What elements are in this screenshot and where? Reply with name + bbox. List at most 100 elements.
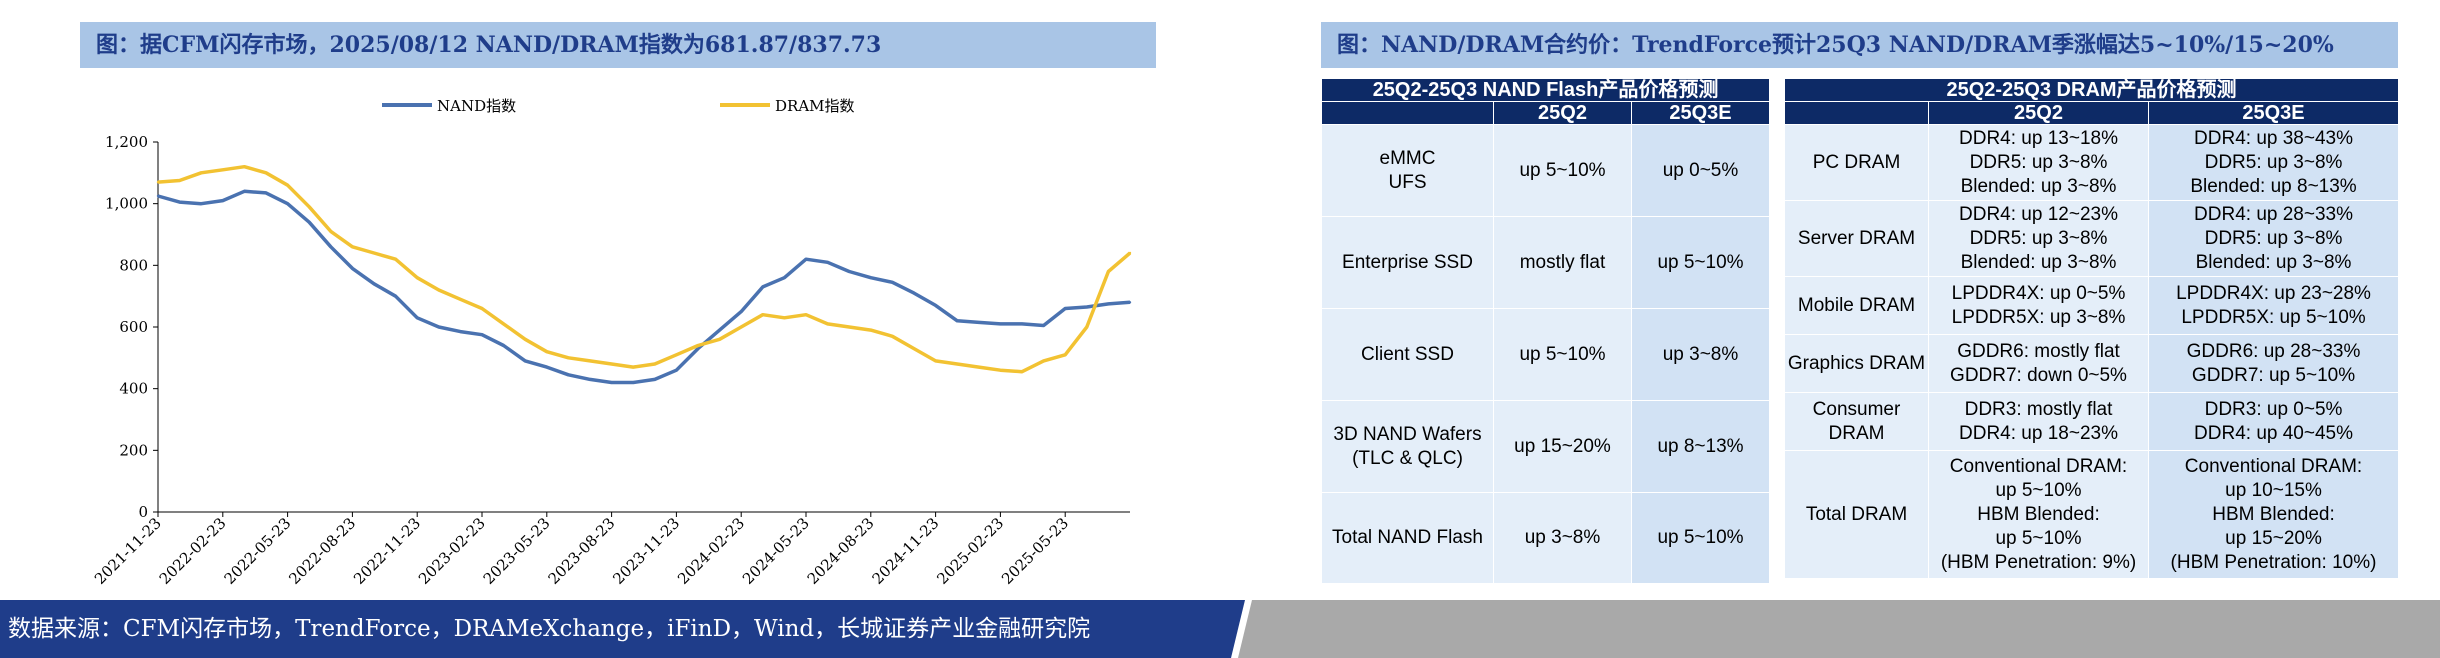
data-point-nand [178, 200, 181, 204]
nand-cell-q2: up 3~8% [1493, 492, 1632, 584]
x-tick-label: 2023-02-23 [415, 514, 489, 588]
nand-cell-q3: up 3~8% [1630, 308, 1771, 401]
nand-price-table: 25Q2-25Q3 NAND Flash产品价格预测 25Q2 25Q3E eM… [1320, 78, 1771, 584]
data-point-nand [1085, 305, 1088, 309]
right-panel-title: 图：NAND/DRAM合约价：TrendForce预计25Q3 NAND/DRA… [1321, 22, 2398, 68]
dram-row: Mobile DRAM LPDDR4X: up 0~5% LPDDR5X: up … [1784, 276, 2400, 335]
dram-row: Server DRAM DDR4: up 12~23% DDR5: up 3~8%… [1784, 200, 2400, 277]
dram-row: PC DRAM DDR4: up 13~18% DDR5: up 3~8% Ble… [1784, 124, 2400, 201]
dram-price-table: 25Q2-25Q3 DRAM产品价格预测 25Q2 25Q3E PC DRAM D… [1783, 78, 2400, 579]
data-point-dram [156, 180, 160, 184]
data-point-nand [956, 319, 959, 323]
data-point-nand [264, 191, 268, 195]
series-line-nand [157, 189, 1131, 385]
data-point-nand [308, 220, 311, 224]
data-point-nand [891, 281, 894, 284]
data-point-dram [178, 179, 181, 182]
data-point-dram [999, 368, 1002, 372]
x-tick-label: 2021-11-23 [91, 514, 165, 588]
data-point-dram [588, 359, 592, 363]
footer-bar: 数据来源：CFM闪存市场，TrendForce，DRAMeXchange，iFi… [0, 600, 2440, 658]
data-point-dram [264, 171, 268, 175]
nand-cell-label: 3D NAND Wafers (TLC & QLC) [1321, 400, 1494, 493]
index-line-chart: 0 200 400 600 800 1,000 1,200 2021-11-232022-02… [91, 97, 1132, 588]
x-tick-label: 2022-05-23 [221, 514, 295, 588]
data-point-nand [1064, 307, 1067, 310]
data-point-dram [740, 325, 743, 329]
data-point-dram [783, 316, 786, 319]
data-point-nand [718, 328, 721, 332]
x-tick-label: 2024-02-23 [674, 514, 748, 588]
dram-cell-label: Total DRAM [1784, 450, 1929, 579]
nand-table-title: 25Q2-25Q3 NAND Flash产品价格预测 [1320, 78, 1771, 102]
dram-cell-q2: DDR3: mostly flat DDR4: up 18~23% [1928, 392, 2149, 451]
data-point-dram [1128, 251, 1132, 255]
data-point-dram [718, 338, 721, 341]
dram-col-25q3e: 25Q3E [2147, 101, 2400, 125]
data-point-nand [848, 270, 851, 273]
x-tick-label: 2024-08-23 [804, 514, 878, 588]
data-point-nand [480, 333, 484, 336]
dram-table-corner [1784, 101, 1929, 125]
data-point-dram [653, 362, 656, 366]
data-point-dram [286, 183, 289, 187]
footer-grey-band [1238, 600, 2440, 658]
dram-cell-q3: LPDDR4X: up 23~28% LPDDR5X: up 5~10% [2147, 276, 2400, 335]
data-point-nand [1128, 301, 1132, 304]
nand-cell-q2: mostly flat [1493, 216, 1632, 309]
x-tick-label: 2022-11-23 [350, 514, 424, 588]
x-tick-label: 2024-05-23 [739, 514, 813, 588]
data-point-dram [308, 205, 311, 208]
dram-table-title: 25Q2-25Q3 DRAM产品价格预测 [1783, 78, 2400, 102]
data-point-dram [1042, 359, 1045, 363]
data-point-nand [286, 202, 289, 205]
dram-cell-q3: GDDR6: up 28~33% GDDR7: up 5~10% [2147, 334, 2400, 393]
nand-row: Client SSD up 5~10% up 3~8% [1321, 308, 1771, 401]
data-point-nand [545, 365, 548, 369]
nand-row: 3D NAND Wafers (TLC & QLC) up 15~20% up 8~… [1321, 400, 1771, 493]
data-point-dram [329, 230, 332, 233]
data-point-dram [416, 276, 419, 279]
nand-cell-label: Client SSD [1321, 308, 1494, 401]
data-point-nand [221, 199, 224, 202]
nand-cell-label: Enterprise SSD [1321, 216, 1494, 309]
nand-cell-q3: up 5~10% [1630, 216, 1771, 309]
data-point-dram [1064, 353, 1067, 356]
dram-cell-q3: DDR3: up 0~5% DDR4: up 40~45% [2147, 392, 2400, 451]
data-source-note: 数据来源：CFM闪存市场，TrendForce，DRAMeXchange，iFi… [8, 616, 1091, 642]
series-line-dram [157, 164, 1132, 374]
data-point-dram [934, 359, 937, 363]
y-tick-label: 600 [119, 318, 148, 336]
nand-cell-label: eMMC UFS [1321, 124, 1494, 217]
data-point-nand [1042, 324, 1045, 327]
x-tick-label: 2025-05-23 [998, 514, 1072, 588]
y-tick-label: 400 [119, 380, 148, 398]
data-point-dram [459, 298, 462, 301]
data-point-nand [156, 194, 160, 198]
dram-col-25q2: 25Q2 [1928, 101, 2149, 125]
data-point-nand [869, 276, 872, 279]
nand-cell-q3: up 0~5% [1630, 124, 1771, 217]
data-point-nand [394, 294, 397, 298]
data-point-dram [524, 338, 527, 341]
data-point-nand [524, 359, 527, 363]
data-point-nand [912, 291, 916, 295]
legend-label-nand: NAND指数 [437, 97, 516, 115]
data-point-dram [567, 356, 570, 360]
data-point-nand [632, 381, 635, 384]
dram-cell-q2: GDDR6: mostly flat GDDR7: down 0~5% [1928, 334, 2149, 393]
nand-row: eMMC UFS up 5~10% up 0~5% [1321, 124, 1771, 217]
nand-col-25q2: 25Q2 [1493, 101, 1632, 125]
y-tick-label: 800 [119, 256, 148, 274]
data-point-nand [977, 321, 980, 324]
data-point-nand [610, 381, 613, 384]
data-point-nand [999, 322, 1002, 326]
nand-cell-q2: up 15~20% [1493, 400, 1632, 493]
data-point-nand [502, 344, 505, 347]
data-point-nand [351, 267, 354, 270]
nand-col-25q3e: 25Q3E [1630, 101, 1771, 125]
dram-cell-q2: DDR4: up 12~23% DDR5: up 3~8% Blended: u… [1928, 200, 2149, 277]
dram-cell-q2: DDR4: up 13~18% DDR5: up 3~8% Blended: u… [1928, 124, 2149, 201]
data-point-dram [1085, 325, 1088, 329]
data-point-nand [437, 325, 440, 329]
